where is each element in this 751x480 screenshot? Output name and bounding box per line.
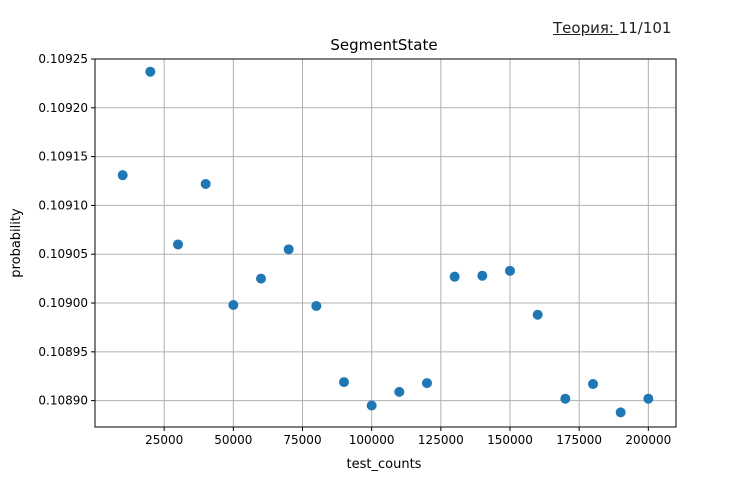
y-tick-label: 0.10905 (38, 247, 88, 261)
y-tick-label: 0.10925 (38, 52, 88, 66)
scatter-point (283, 244, 294, 255)
scatter-point (366, 400, 377, 411)
scatter-point (477, 270, 488, 281)
scatter-point (339, 377, 349, 388)
theory-link[interactable]: Теория: 11/101 (553, 19, 671, 37)
x-tick-label: 175000 (556, 433, 602, 447)
x-axis-label: test_counts (347, 457, 422, 472)
x-tick-label: 50000 (214, 433, 252, 447)
scatter-point (588, 379, 598, 390)
scatter-point (643, 393, 654, 404)
scatter-point (200, 178, 211, 189)
scatter-point (615, 407, 626, 418)
theory-link-label[interactable]: Теория: (553, 19, 619, 37)
y-tick-label: 0.10900 (38, 296, 88, 310)
x-tick-label: 150000 (487, 433, 533, 447)
scatter-point (505, 265, 515, 276)
grid-lines (95, 58, 676, 427)
x-tick-label: 200000 (625, 433, 671, 447)
scatter-point (228, 299, 239, 310)
data-points (117, 66, 654, 418)
y-tick-label: 0.10910 (38, 198, 88, 212)
x-tick-label: 25000 (145, 433, 183, 447)
plot-frame (94, 58, 677, 428)
scatter-point (145, 66, 156, 77)
scatter-point (173, 239, 183, 250)
x-tick-label: 125000 (418, 433, 464, 447)
scatter-point (117, 170, 128, 181)
y-axis-label: probability (9, 208, 24, 278)
y-axis-ticks: 0.10890 0.10895 0.10900 0.10905 0.10910 0.109… (38, 52, 95, 408)
y-tick-label: 0.10890 (38, 394, 88, 408)
y-tick-label: 0.10895 (38, 345, 88, 359)
scatter-point (311, 300, 322, 311)
scatter-point (560, 393, 571, 404)
theory-count: 11/101 (618, 19, 672, 37)
x-tick-label: 75000 (283, 433, 321, 447)
scatter-point (422, 378, 432, 389)
y-tick-label: 0.10915 (38, 150, 88, 164)
x-axis-ticks: 25000 50000 75000 100000 125000 150000 175000 2… (145, 427, 671, 447)
chart-title: SegmentState (330, 36, 437, 54)
scatter-point (256, 273, 266, 284)
scatter-point (532, 309, 543, 320)
y-tick-label: 0.10920 (38, 101, 88, 115)
scatter-point (449, 271, 460, 282)
x-tick-label: 100000 (349, 433, 395, 447)
scatter-point (394, 386, 405, 397)
